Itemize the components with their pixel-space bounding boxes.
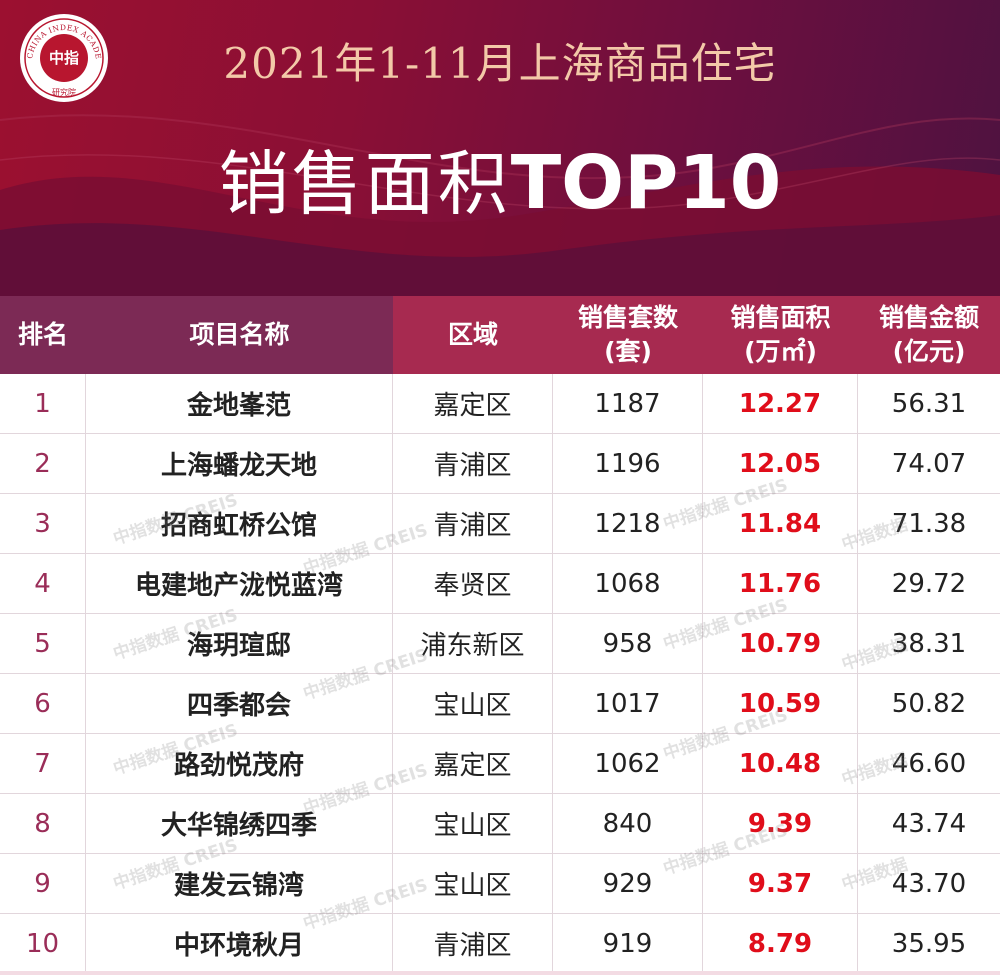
units-cell: 1062: [553, 734, 703, 793]
project-name-cell: 电建地产泷悦蓝湾: [86, 554, 393, 613]
district-cell: 宝山区: [393, 794, 553, 853]
project-name-cell: 建发云锦湾: [86, 854, 393, 913]
column-header-line2: (万㎡): [744, 337, 817, 366]
project-name-cell: 路劲悦茂府: [86, 734, 393, 793]
column-header-district: 区域: [393, 296, 553, 374]
rank-cell: 4: [0, 554, 86, 613]
table-row: 6 四季都会 宝山区 1017 10.59 50.82: [0, 674, 1000, 734]
amount-cell: 74.07: [891, 448, 967, 479]
amount-cell: 35.95: [891, 928, 967, 959]
district-cell: 青浦区: [393, 914, 553, 973]
amount-cell: 50.82: [891, 688, 967, 719]
column-header-line1: 销售金额: [878, 303, 979, 332]
title-line2-en: TOP10: [510, 140, 782, 226]
area-cell: 8.79: [703, 914, 858, 973]
rank-cell: 7: [0, 734, 86, 793]
district-cell: 奉贤区: [393, 554, 553, 613]
area-cell: 12.05: [703, 434, 858, 493]
district-cell: 青浦区: [393, 494, 553, 553]
rank-cell: 5: [0, 614, 86, 673]
column-header-line1: 项目名称: [189, 320, 290, 349]
rank-cell: 10: [0, 914, 86, 973]
rank-cell: 3: [0, 494, 86, 553]
logo-center-text: 中指: [49, 49, 79, 67]
amount-cell: 56.31: [891, 388, 967, 419]
units-cell: 919: [553, 914, 703, 973]
project-name-cell: 金地峯范: [86, 374, 393, 433]
units-cell: 929: [553, 854, 703, 913]
table-row: 1 金地峯范 嘉定区 1187 12.27 56.31: [0, 374, 1000, 434]
column-header-units: 销售套数 (套): [553, 296, 703, 374]
area-cell: 10.79: [703, 614, 858, 673]
column-header-line2: (套): [604, 337, 652, 366]
table-row: 4 电建地产泷悦蓝湾 奉贤区 1068 11.76 29.72: [0, 554, 1000, 614]
units-cell: 840: [553, 794, 703, 853]
district-cell: 嘉定区: [393, 374, 553, 433]
title-line1: 2021年1-11月上海商品住宅: [223, 39, 777, 88]
column-header-line2: (亿元): [892, 337, 966, 366]
table-row: 8 大华锦绣四季 宝山区 840 9.39 43.74: [0, 794, 1000, 854]
table-row: 5 海玥瑄邸 浦东新区 958 10.79 38.31: [0, 614, 1000, 674]
units-cell: 1017: [553, 674, 703, 733]
column-header-project-name: 项目名称: [86, 296, 393, 374]
amount-cell: 43.74: [891, 808, 967, 839]
project-name-cell: 招商虹桥公馆: [86, 494, 393, 553]
district-cell: 嘉定区: [393, 734, 553, 793]
rank-cell: 9: [0, 854, 86, 913]
column-header-area: 销售面积 (万㎡): [703, 296, 858, 374]
rank-cell: 1: [0, 374, 86, 433]
project-name-cell: 上海蟠龙天地: [86, 434, 393, 493]
table-row: 3 招商虹桥公馆 青浦区 1218 11.84 71.38: [0, 494, 1000, 554]
units-cell: 1187: [553, 374, 703, 433]
column-header-line1: 区域: [447, 320, 498, 349]
header-banner: CHINA INDEX ACADEMY 中指 研究院 2021年1-11月上海商…: [0, 0, 1000, 296]
area-cell: 10.59: [703, 674, 858, 733]
units-cell: 958: [553, 614, 703, 673]
units-cell: 1068: [553, 554, 703, 613]
amount-cell: 43.70: [891, 868, 967, 899]
amount-cell: 38.31: [891, 628, 967, 659]
bottom-strip: [0, 971, 1000, 975]
district-cell: 宝山区: [393, 674, 553, 733]
table-row: 2 上海蟠龙天地 青浦区 1196 12.05 74.07: [0, 434, 1000, 494]
column-header-amount: 销售金额 (亿元): [858, 296, 1000, 374]
rank-cell: 6: [0, 674, 86, 733]
table-body: 1 金地峯范 嘉定区 1187 12.27 56.31 2 上海蟠龙天地 青浦区…: [0, 374, 1000, 974]
title-line2: 销售面积TOP10: [0, 128, 1000, 229]
rank-cell: 2: [0, 434, 86, 493]
table-header: 排名 项目名称 区域 销售套数 (套) 销售面积 (万㎡) 销售金额 (亿元): [0, 296, 1000, 374]
amount-cell: 29.72: [891, 568, 967, 599]
column-header-line1: 销售套数: [577, 303, 678, 332]
project-name-cell: 海玥瑄邸: [86, 614, 393, 673]
amount-cell: 46.60: [891, 748, 967, 779]
table-row: 7 路劲悦茂府 嘉定区 1062 10.48 46.60: [0, 734, 1000, 794]
area-cell: 11.84: [703, 494, 858, 553]
table-row: 10 中环境秋月 青浦区 919 8.79 35.95: [0, 914, 1000, 974]
district-cell: 宝山区: [393, 854, 553, 913]
units-cell: 1196: [553, 434, 703, 493]
china-index-academy-logo: CHINA INDEX ACADEMY 中指 研究院: [18, 12, 108, 102]
column-header-rank: 排名: [0, 296, 86, 374]
column-header-line1: 排名: [17, 320, 68, 349]
area-cell: 9.37: [703, 854, 858, 913]
title-line2-cn: 销售面积: [218, 143, 511, 225]
district-cell: 青浦区: [393, 434, 553, 493]
project-name-cell: 四季都会: [86, 674, 393, 733]
logo-bottom-text: 研究院: [52, 87, 76, 97]
project-name-cell: 大华锦绣四季: [86, 794, 393, 853]
amount-cell: 71.38: [891, 508, 967, 539]
table-row: 9 建发云锦湾 宝山区 929 9.37 43.70: [0, 854, 1000, 914]
area-cell: 9.39: [703, 794, 858, 853]
banner-wave-decoration: [0, 114, 1000, 296]
district-cell: 浦东新区: [393, 614, 553, 673]
units-cell: 1218: [553, 494, 703, 553]
rank-cell: 8: [0, 794, 86, 853]
area-cell: 12.27: [703, 374, 858, 433]
area-cell: 11.76: [703, 554, 858, 613]
area-cell: 10.48: [703, 734, 858, 793]
project-name-cell: 中环境秋月: [86, 914, 393, 973]
column-header-line1: 销售面积: [730, 303, 831, 332]
